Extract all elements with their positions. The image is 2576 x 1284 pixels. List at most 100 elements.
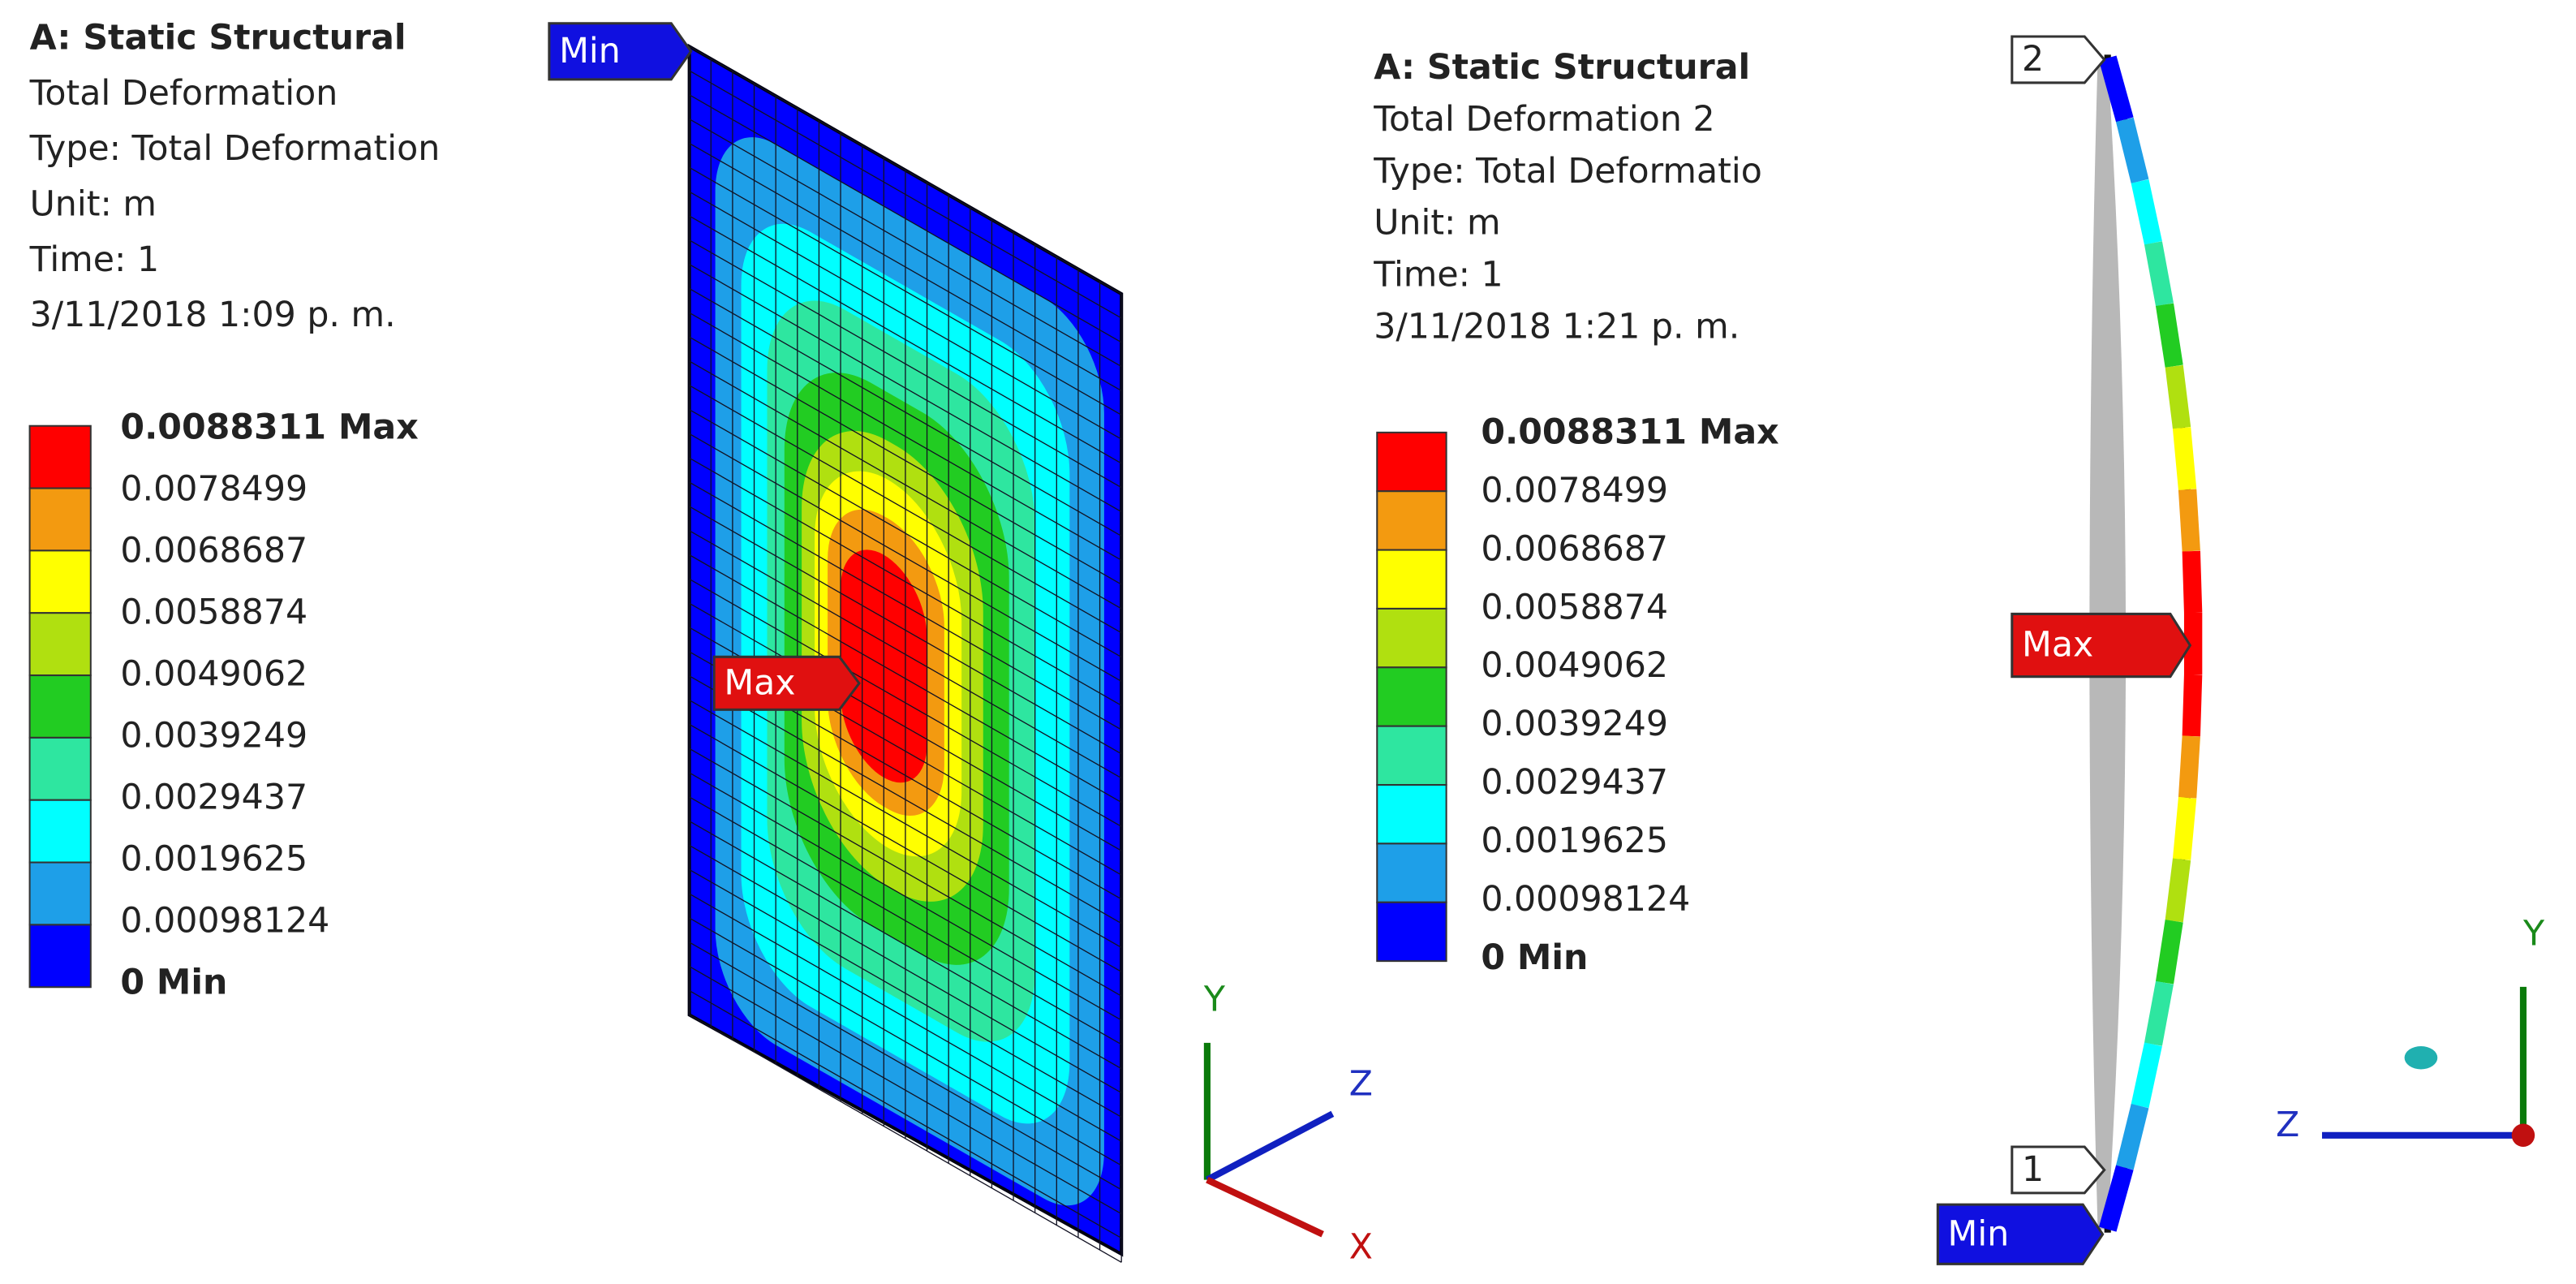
mesh-line	[690, 531, 1122, 778]
beam-node	[2104, 54, 2111, 62]
legend-swatch	[1376, 901, 1447, 963]
header-line: Type: Total Deformatio	[1373, 151, 1762, 192]
mesh-line	[690, 724, 1122, 972]
legend-label: 0.0068687	[120, 530, 307, 571]
probe-label: Min	[1948, 1213, 2010, 1254]
mesh-line	[690, 700, 1122, 948]
mesh-line	[690, 1015, 1122, 1262]
axis-marker	[2404, 1045, 2438, 1070]
beam-segment	[2098, 55, 2134, 123]
legend-label: 0.0088311 Max	[1481, 411, 1778, 452]
mesh-line	[690, 918, 1122, 1166]
beam-segment	[2178, 489, 2200, 552]
mesh-line	[690, 869, 1122, 1117]
mesh-line	[690, 773, 1122, 1020]
legend-label: 0.0039249	[1481, 704, 1668, 744]
legend-swatch	[1376, 725, 1447, 786]
mesh-line	[690, 555, 1122, 803]
axis-label: Y	[1203, 980, 1226, 1020]
legend-swatch	[1376, 549, 1447, 610]
axis-label: Y	[2522, 913, 2545, 954]
legend-label: 0.00098124	[120, 900, 329, 941]
legend-label: 0.0049062	[1481, 645, 1668, 686]
probe-callout	[548, 22, 693, 81]
beam-node	[2104, 1226, 2111, 1233]
legend-label: 0.0019625	[120, 838, 307, 879]
probe-callout	[712, 655, 861, 711]
header-line: Unit: m	[1374, 203, 1500, 243]
beam-segment	[2178, 735, 2200, 799]
header-line: Time: 1	[1373, 254, 1503, 295]
header-line: Time: 1	[29, 239, 160, 280]
legend-swatch	[28, 924, 92, 989]
header-line: Unit: m	[30, 183, 157, 224]
mesh-line	[690, 386, 1122, 633]
header-line: Type: Total Deformation	[29, 128, 441, 169]
axis-label: X	[1349, 1227, 1373, 1268]
header-line: A: Static Structural	[30, 18, 406, 58]
axis-arrow	[1206, 1176, 1324, 1238]
axis-origin	[2511, 1123, 2535, 1147]
header-line: Total Deformation	[29, 73, 338, 114]
probe-callout	[2010, 612, 2192, 679]
mesh-line	[690, 265, 1122, 512]
legend-swatch	[1376, 490, 1447, 551]
legend-label: 0.0029437	[1481, 762, 1668, 803]
probe-label: Min	[559, 31, 621, 71]
probe-label: 1	[2022, 1149, 2044, 1190]
legend-swatch	[28, 487, 92, 552]
beam-segment	[2182, 674, 2203, 737]
legend-swatch	[28, 799, 92, 864]
legend-label: 0.0078499	[120, 468, 307, 509]
legend-swatch	[1376, 842, 1447, 903]
mesh-line	[690, 458, 1122, 705]
beam-segment	[2172, 796, 2197, 860]
legend-label: 0 Min	[120, 962, 227, 1002]
legend-swatch	[1376, 607, 1447, 669]
header-line: Total Deformation 2	[1373, 99, 1714, 140]
mesh-line	[690, 337, 1122, 584]
mesh-line	[690, 676, 1122, 924]
mesh-line	[690, 748, 1122, 996]
mesh-line	[690, 240, 1122, 488]
mesh-line	[690, 579, 1122, 826]
legend-swatch	[1376, 784, 1447, 845]
beam-segment	[2172, 427, 2197, 491]
probe-label: Max	[724, 662, 795, 703]
beam-segment	[2165, 364, 2191, 429]
mesh-line	[690, 894, 1122, 1141]
mesh-line	[690, 482, 1122, 730]
mesh-line	[690, 289, 1122, 536]
mesh-line	[690, 71, 1122, 318]
mesh-line	[690, 216, 1122, 463]
beam-segment	[2144, 980, 2174, 1046]
beam-segment	[2098, 1165, 2134, 1232]
header-line: 3/11/2018 1:09 p. m.	[30, 295, 396, 335]
legend-swatch	[1376, 431, 1447, 493]
mesh-line	[690, 967, 1122, 1214]
legend-label: 0 Min	[1481, 937, 1588, 978]
legend-label: 0.0088311 Max	[120, 407, 418, 447]
legend-swatch	[1376, 666, 1447, 727]
axis-label: Z	[2276, 1105, 2299, 1145]
beam-segment	[2131, 179, 2162, 245]
probe-label: 2	[2022, 39, 2044, 80]
header-line: A: Static Structural	[1374, 47, 1750, 88]
beam-segment	[2155, 303, 2183, 368]
legend-label: 0.0029437	[120, 777, 307, 817]
mesh-line	[690, 410, 1122, 657]
axis-label: Z	[1349, 1063, 1373, 1104]
mesh-line	[690, 603, 1122, 851]
legend-swatch	[28, 424, 92, 489]
legend-label: 0.0019625	[1481, 821, 1668, 861]
beam-segment	[2144, 241, 2174, 307]
legend-label: 0.0068687	[1481, 528, 1668, 569]
contour	[690, 46, 1122, 1262]
legend-swatch	[28, 736, 92, 801]
probe-label: Max	[2022, 625, 2093, 666]
legend-label: 0.0058874	[120, 592, 307, 632]
legend-label: 0.00098124	[1481, 879, 1690, 920]
mesh-line	[690, 942, 1122, 1190]
legend-label: 0.0049062	[120, 653, 307, 694]
mesh-line	[690, 361, 1122, 609]
